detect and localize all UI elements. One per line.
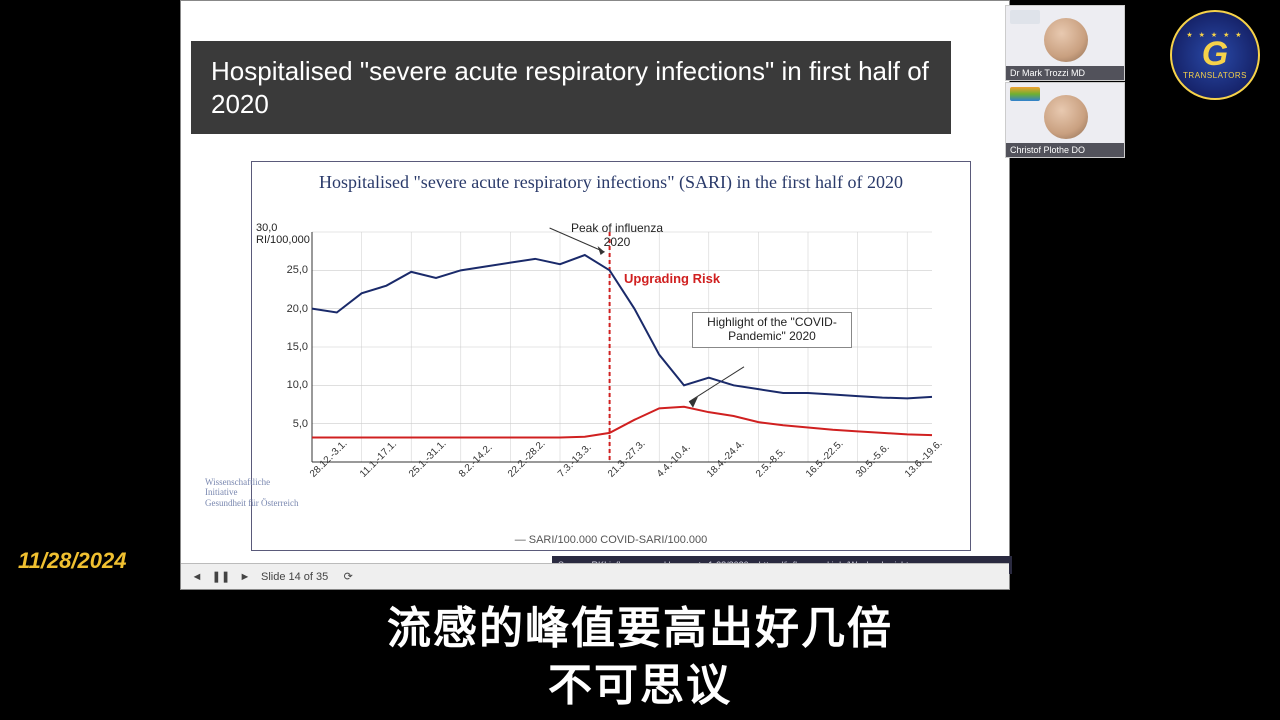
- slide-title: Hospitalised "severe acute respiratory i…: [191, 41, 951, 134]
- slide-counter: Slide 14 of 35: [261, 571, 328, 583]
- video-participants: Dr Mark Trozzi MD Christof Plothe DO: [1005, 5, 1125, 159]
- slide-canvas: Hospitalised "severe acute respiratory i…: [191, 11, 999, 539]
- presentation-window: Hospitalised "severe acute respiratory i…: [180, 0, 1010, 590]
- logo-word: TRANSLATORS: [1183, 71, 1247, 80]
- annotation-peak: Peak of influenza2020: [552, 222, 682, 250]
- annotation-highlight: Highlight of the "COVID-Pandemic" 2020: [692, 312, 852, 348]
- pause-button[interactable]: ❚❚: [213, 569, 229, 585]
- chart-legend: — SARI/100.000 COVID-SARI/100.000: [252, 534, 970, 546]
- y-tick: 5,0: [280, 418, 308, 430]
- y-axis-label: 30,0 RI/100,000: [256, 222, 310, 246]
- participant-badge: [1010, 87, 1040, 101]
- y-tick: 10,0: [280, 379, 308, 391]
- participant-2[interactable]: Christof Plothe DO: [1005, 82, 1125, 158]
- sari-chart: Hospitalised "severe acute respiratory i…: [251, 161, 971, 551]
- subtitle-overlay: 流感的峰值要高出好几倍 不可思议: [0, 592, 1280, 720]
- refresh-button[interactable]: ⟳: [340, 569, 356, 585]
- prev-slide-button[interactable]: ◄: [189, 569, 205, 585]
- avatar: [1044, 18, 1088, 62]
- participant-1[interactable]: Dr Mark Trozzi MD: [1005, 5, 1125, 81]
- translators-logo: ★ ★ ★ ★ ★ G TRANSLATORS: [1170, 10, 1260, 100]
- next-slide-button[interactable]: ►: [237, 569, 253, 585]
- x-axis-ticks: 28.12.-3.1.11.1.-17.1.25.1.-31.1.8.2.-14…: [312, 466, 932, 526]
- chart-title: Hospitalised "severe acute respiratory i…: [252, 162, 970, 197]
- footer-org: WissenschaftlicheInitiativeGesundheit fü…: [205, 477, 298, 509]
- participant-badge: [1010, 10, 1040, 24]
- subtitle-line-1: 流感的峰值要高出好几倍: [0, 600, 1280, 657]
- slide-controls: ◄ ❚❚ ► Slide 14 of 35 ⟳: [181, 563, 1009, 589]
- date-stamp: 11/28/2024: [18, 548, 126, 574]
- y-tick: 15,0: [280, 341, 308, 353]
- participant-name: Christof Plothe DO: [1006, 143, 1124, 157]
- y-tick: 20,0: [280, 303, 308, 315]
- subtitle-line-2: 不可思议: [0, 657, 1280, 714]
- y-tick: 25,0: [280, 264, 308, 276]
- logo-letter: G: [1202, 37, 1228, 71]
- participant-name: Dr Mark Trozzi MD: [1006, 66, 1124, 80]
- avatar: [1044, 95, 1088, 139]
- annotation-upgrading: Upgrading Risk: [624, 272, 720, 287]
